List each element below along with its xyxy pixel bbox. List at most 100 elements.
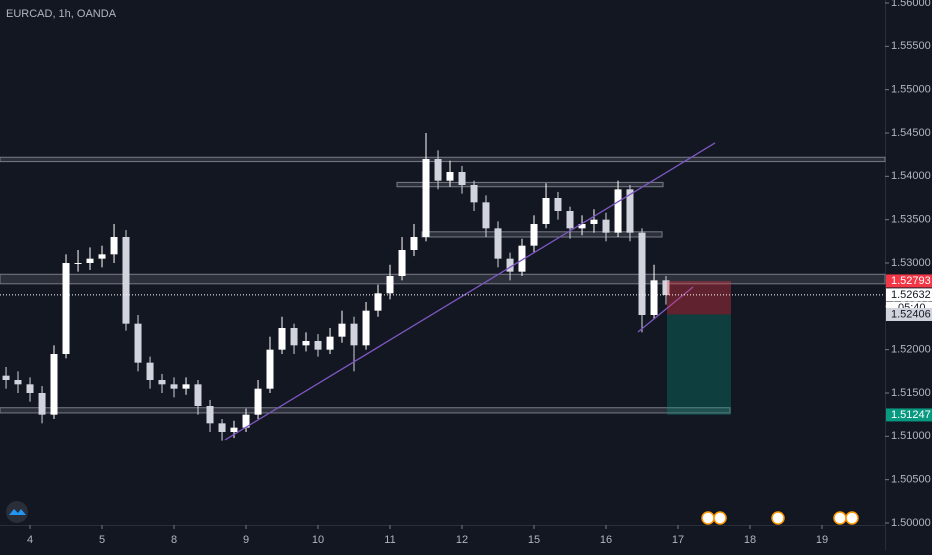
- candle-body: [218, 423, 226, 432]
- price-tag-label: 1.52406: [891, 308, 931, 320]
- event-icon: [771, 511, 785, 525]
- candle-body: [326, 336, 334, 350]
- candle-body: [542, 198, 550, 224]
- candle-body: [206, 406, 214, 424]
- candle-body: [50, 354, 58, 415]
- candle-body: [614, 189, 622, 233]
- y-tick-label: 1.51500: [891, 387, 931, 399]
- x-tick-label: 10: [312, 534, 324, 546]
- event-icon: [845, 511, 859, 525]
- x-tick-label: 18: [744, 534, 756, 546]
- candle-body: [518, 245, 526, 272]
- x-tick-label: 16: [600, 534, 612, 546]
- candle-body: [638, 232, 646, 315]
- target-zone: [666, 314, 731, 415]
- candle-body: [386, 276, 394, 294]
- candle-body: [494, 228, 502, 259]
- candle-body: [158, 380, 166, 385]
- level-zone: [0, 407, 731, 414]
- candle-body: [650, 280, 658, 315]
- price-tag-label: 1.52793: [891, 275, 931, 287]
- event-label: 2: [857, 506, 863, 518]
- candle-body: [74, 263, 82, 264]
- stop-zone: [666, 280, 731, 315]
- candle-body: [278, 328, 286, 350]
- y-tick-label: 1.56000: [891, 0, 931, 9]
- x-tick-label: 9: [243, 534, 249, 546]
- candle-body: [602, 219, 610, 233]
- candle-body: [62, 263, 70, 354]
- candle-body: [194, 384, 202, 406]
- y-tick-label: 1.52000: [891, 344, 931, 356]
- candle-body: [566, 211, 574, 229]
- candle-body: [86, 258, 94, 263]
- x-tick-label: 8: [171, 534, 177, 546]
- candle-body: [434, 159, 442, 181]
- candle-body: [482, 202, 490, 229]
- candle-body: [446, 172, 454, 181]
- x-tick-label: 19: [816, 534, 828, 546]
- plot-area: [0, 133, 886, 441]
- candle-body: [170, 384, 178, 389]
- price-tag-label: 1.52632: [891, 289, 931, 301]
- candle-body: [350, 323, 358, 346]
- candle-body: [410, 237, 418, 250]
- trendline: [224, 142, 716, 441]
- candle-body: [38, 393, 46, 415]
- level-zone: [396, 181, 664, 188]
- event-label: 11: [725, 506, 736, 518]
- candle-body: [458, 172, 466, 185]
- candle-body: [146, 362, 154, 380]
- x-tick-label: 5: [99, 534, 105, 546]
- candle-body: [254, 388, 262, 415]
- y-tick-label: 1.53000: [891, 257, 931, 269]
- x-tick-label: 11: [384, 534, 395, 546]
- price-tag: [886, 408, 932, 422]
- candle-body: [134, 323, 142, 363]
- y-tick-label: 1.53500: [891, 214, 931, 226]
- candle-body: [590, 219, 598, 224]
- candle-body: [230, 427, 238, 432]
- candle-body: [530, 224, 538, 246]
- y-tick-label: 1.54000: [891, 170, 931, 182]
- y-tick-label: 1.50500: [891, 474, 931, 486]
- candle-body: [662, 280, 670, 296]
- x-tick-label: 15: [528, 534, 540, 546]
- candle-body: [338, 323, 346, 337]
- candle-body: [314, 341, 322, 350]
- price-tag-label: 1.51247: [891, 409, 931, 421]
- price-tag: [886, 307, 932, 321]
- candle-body: [182, 384, 190, 389]
- event-label: 2: [845, 506, 851, 518]
- candle-body: [578, 224, 586, 229]
- candle-body: [266, 349, 274, 389]
- candle-body: [242, 414, 250, 428]
- candle-body: [470, 185, 478, 203]
- chart-title: EURCAD, 1h, OANDA: [6, 8, 117, 20]
- candle-body: [110, 237, 118, 255]
- candle-body: [626, 189, 634, 233]
- y-tick-label: 1.51000: [891, 430, 931, 442]
- event-label: 2: [783, 506, 789, 518]
- logo-mark: [9, 509, 26, 515]
- y-tick-label: 1.55500: [891, 40, 931, 52]
- x-tick-label: 12: [456, 534, 468, 546]
- candle-body: [506, 258, 514, 272]
- logo: [6, 501, 28, 523]
- candle-body: [374, 293, 382, 311]
- x-tick-label: 4: [27, 534, 33, 546]
- y-tick-label: 1.54500: [891, 127, 931, 139]
- candle-body: [14, 380, 22, 385]
- candle-body: [422, 159, 430, 237]
- candle-body: [26, 384, 34, 393]
- candle-body: [398, 250, 406, 276]
- candle-body: [302, 341, 310, 346]
- candle-body: [98, 254, 106, 259]
- level-zone: [421, 231, 663, 238]
- candle-body: [2, 375, 10, 380]
- candle-body: [362, 310, 370, 346]
- candle-body: [122, 237, 130, 324]
